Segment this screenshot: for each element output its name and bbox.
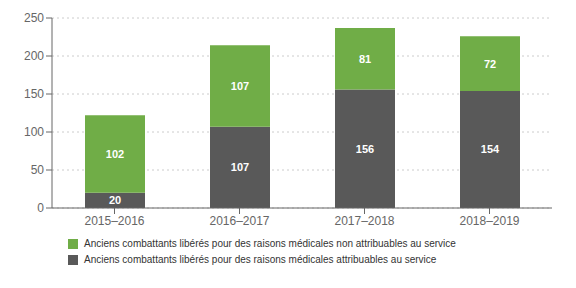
svg-text:72: 72 <box>484 58 496 70</box>
svg-text:50: 50 <box>31 163 45 177</box>
svg-text:250: 250 <box>24 11 44 25</box>
svg-text:2018–2019: 2018–2019 <box>459 214 519 228</box>
html-text:Anciens combattants libérés po: Anciens combattants libérés pour des rai… <box>84 238 456 249</box>
svg-text:150: 150 <box>24 87 44 101</box>
svg-text:156: 156 <box>356 143 374 155</box>
svg-text:20: 20 <box>109 194 121 206</box>
svg-text:2016–2017: 2016–2017 <box>209 214 269 228</box>
svg-text:107: 107 <box>231 161 249 173</box>
svg-text:2017–2018: 2017–2018 <box>334 214 394 228</box>
svg-text:102: 102 <box>106 148 124 160</box>
svg-text:81: 81 <box>359 53 371 65</box>
svg-text:0: 0 <box>37 201 44 215</box>
svg-text:100: 100 <box>24 125 44 139</box>
svg-text:2015–2016: 2015–2016 <box>84 214 144 228</box>
svg-text:200: 200 <box>24 49 44 63</box>
svg-text:154: 154 <box>481 143 500 155</box>
html-text:Anciens combattants libérés po: Anciens combattants libérés pour des rai… <box>84 254 437 265</box>
svg-text:107: 107 <box>231 80 249 92</box>
